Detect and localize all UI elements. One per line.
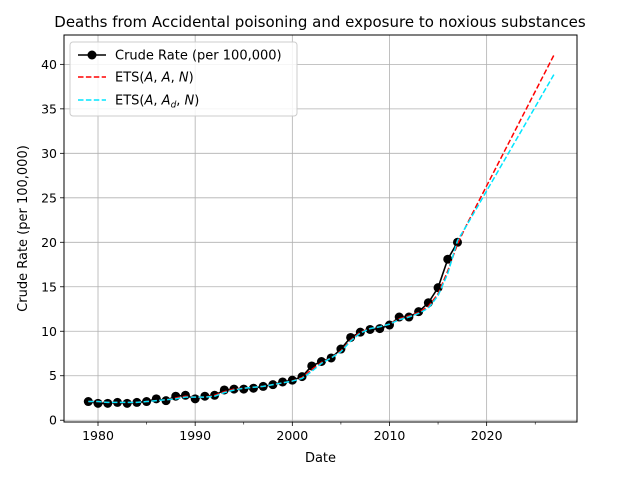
data-point-crude-rate — [433, 283, 443, 293]
x-tick-label: 1990 — [179, 428, 211, 443]
legend-label-ets-aadn: ETS(A, Ad, N) — [115, 94, 199, 111]
series-layer — [83, 53, 556, 408]
y-tick-label: 5 — [49, 368, 57, 383]
y-tick-label: 10 — [41, 324, 57, 339]
y-tick-label: 25 — [41, 190, 57, 205]
chart-title: Deaths from Accidental poisoning and exp… — [54, 13, 586, 31]
y-tick-label: 0 — [49, 413, 57, 428]
x-tick-label: 1980 — [82, 428, 114, 443]
data-point-crude-rate — [278, 377, 288, 387]
y-tick-label: 15 — [41, 279, 57, 294]
data-point-crude-rate — [161, 396, 171, 406]
series-line-ets-aadn — [88, 72, 556, 404]
ticks: 1980 1990 2000 2010 2020 0 5 10 15 20 25 30 35 40 — [41, 57, 536, 443]
data-point-crude-rate — [103, 398, 113, 408]
data-point-crude-rate — [375, 324, 385, 334]
data-point-crude-rate — [151, 394, 161, 404]
legend-box — [69, 41, 298, 117]
data-point-crude-rate — [122, 398, 132, 408]
data-point-crude-rate — [180, 390, 190, 400]
data-point-crude-rate — [248, 383, 258, 393]
data-point-crude-rate — [200, 391, 210, 401]
x-axis-label: Date — [305, 451, 336, 466]
y-tick-label: 30 — [41, 146, 57, 161]
y-tick-label: 35 — [41, 101, 57, 116]
data-point-crude-rate — [190, 394, 200, 404]
series-line-crude-rate — [88, 241, 459, 405]
data-point-crude-rate — [443, 254, 453, 264]
y-tick-label: 20 — [41, 235, 57, 250]
grid — [64, 35, 577, 422]
legend: Crude Rate (per 100,000) ETS(A, A, N) ET… — [69, 41, 298, 117]
x-tick-label: 2020 — [471, 428, 503, 443]
data-point-crude-rate — [239, 384, 249, 394]
y-tick-label: 40 — [41, 57, 57, 72]
x-tick-label: 2010 — [374, 428, 406, 443]
legend-label-ets-aan: ETS(A, A, N) — [115, 71, 194, 86]
data-point-crude-rate — [93, 398, 103, 408]
data-point-crude-rate — [83, 397, 93, 407]
y-axis-label: Crude Rate (per 100,000) — [16, 145, 31, 312]
legend-marker-crude-rate — [87, 50, 97, 60]
data-point-crude-rate — [336, 344, 346, 354]
legend-label-crude-rate: Crude Rate (per 100,000) — [115, 49, 282, 64]
data-point-crude-rate — [287, 375, 297, 385]
x-tick-label: 2000 — [276, 428, 308, 443]
data-point-crude-rate — [365, 324, 375, 334]
plot-frame — [63, 34, 578, 423]
